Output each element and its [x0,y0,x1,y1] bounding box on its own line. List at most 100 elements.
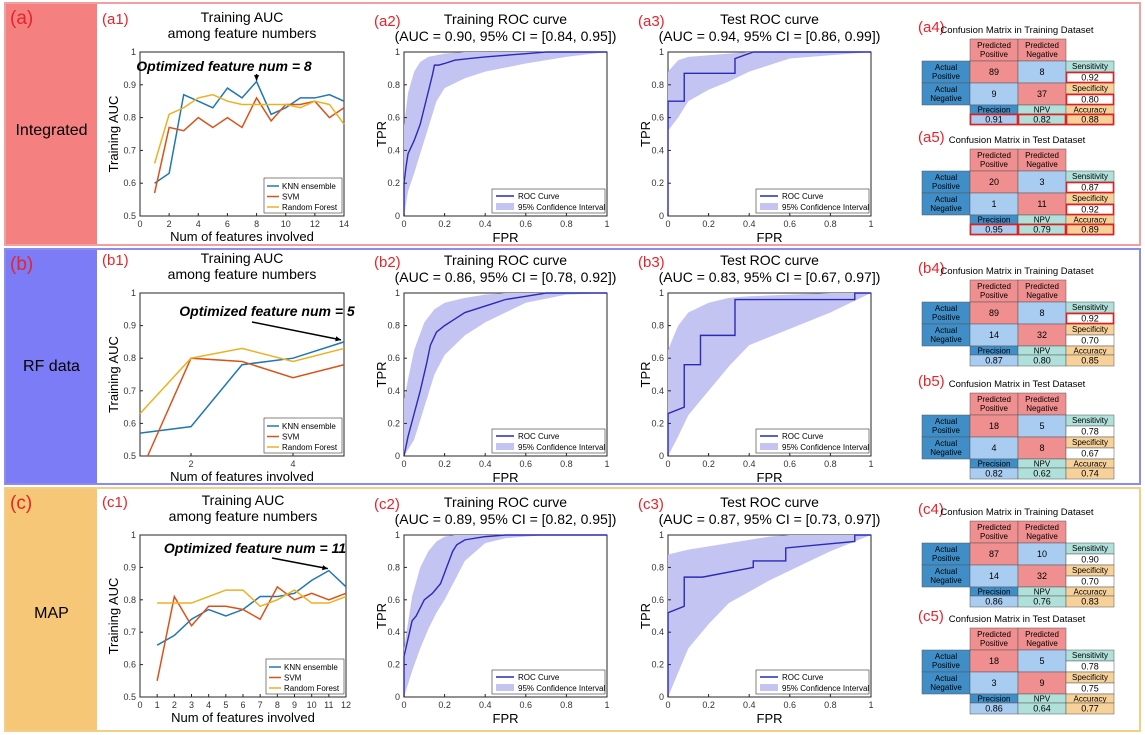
series-line-knn-ensemble [139,341,345,434]
y-tick-label: 0.5 [123,692,136,702]
false-negative-value: 10 [1037,549,1047,559]
y-tick-label: 1 [131,47,136,57]
roc-chart-c2: (c2) Training ROC curve(AUC = 0.89, 95% C… [374,494,616,726]
x-tick-label: 1 [604,219,609,229]
legend-label: KNN ensemble [282,182,336,191]
legend-swatch [496,443,514,450]
row-label: Actual [935,417,957,426]
y-tick-label: 0.4 [651,145,664,155]
y-axis-label: TPR [638,121,653,147]
true-positive-value: 89 [989,67,999,77]
y-tick-label: 0.8 [123,113,136,123]
row-side-c: (c) MAP [6,489,97,730]
row-name: Integrated [15,122,88,139]
header-label: Predicted [1025,41,1059,50]
y-tick-label: 0.2 [387,178,400,188]
row-label: Negative [930,576,962,585]
accuracy-value: 0.88 [1081,115,1099,125]
sensitivity-label: Sensitivity [1072,544,1108,553]
row-integrated: (a) Integrated (a1) Training AUC among fea… [4,2,1141,246]
legend-label: ROC Curve [782,673,824,682]
y-tick-label: 0 [395,692,400,702]
y-tick-label: 0.8 [651,321,664,331]
x-tick-label: 0.6 [784,459,797,469]
y-tick-label: 0.6 [123,660,136,670]
true-negative-value: 11 [1037,199,1046,209]
legend-label: 95% Confidence Interval [782,443,869,452]
precision-value: 0.86 [985,704,1003,714]
highlight-box [1065,113,1115,126]
chart-subtitle: (AUC = 0.89, 95% CI = [0.82, 0.95]) [395,511,617,527]
y-tick-label: 0.6 [387,353,400,363]
x-tick-label: 0.4 [479,700,492,710]
sensitivity-value: 0.78 [1081,662,1099,672]
sensitivity-value: 0.87 [1081,183,1099,193]
matrix-title: Confusion Matrix in Test Dataset [949,135,1086,146]
precision-label: Precision [978,460,1011,469]
y-tick-label: 0.4 [387,627,400,637]
x-tick-label: 0.6 [784,700,797,710]
y-axis-label: TPR [374,362,389,388]
npv-value: 0.82 [1033,115,1051,125]
y-tick-label: 0 [659,451,664,461]
panel-tag: (a5) [918,129,945,146]
row-label: Actual [935,304,957,313]
x-tick-label: 0.8 [824,700,837,710]
x-tick-label: 10 [307,700,317,710]
x-tick-label: 0.8 [560,700,573,710]
y-tick-label: 0.8 [123,595,136,605]
row-label: Negative [930,683,962,692]
x-tick-label: 0.2 [438,219,451,229]
series-line-svm [156,585,347,681]
row-side-a: (a) Integrated [6,4,97,244]
x-tick-label: 1 [155,700,160,710]
matrix-title: Confusion Matrix in Test Dataset [949,614,1086,625]
legend-label: ROC Curve [518,673,560,682]
header-label: Negative [1026,404,1058,413]
y-tick-label: 0.6 [651,113,664,123]
roc-curve-line [667,51,871,216]
x-tick-label: 0.2 [438,700,451,710]
y-tick-label: 0.8 [387,321,400,331]
x-tick-label: 0.2 [702,219,715,229]
true-positive-value: 18 [989,421,999,431]
panel-tag: (a1) [102,11,129,28]
header-label: Predicted [1025,282,1059,291]
npv-value: 0.76 [1033,597,1051,607]
specificity-value: 0.80 [1081,95,1099,105]
row-map: (c) MAP (c1) Training AUC among feature nu… [4,487,1141,732]
y-tick-label: 0.8 [651,80,664,90]
chart-title: Training ROC curve [444,11,567,27]
legend-swatch [760,684,778,691]
row-side-b: (b) RF data [6,250,97,483]
npv-label: NPV [1034,695,1051,704]
y-tick-label: 0.6 [123,178,136,188]
header-label: Positive [980,50,1009,59]
npv-label: NPV [1034,106,1051,115]
specificity-value: 0.75 [1081,684,1099,694]
precision-value: 0.87 [985,356,1003,366]
x-tick-label: 1 [868,219,873,229]
specificity-label: Specificity [1072,194,1108,203]
x-tick-label: 14 [339,219,349,229]
highlight-box [1065,71,1115,84]
annotation-arrowhead [335,336,341,342]
row-rf-data: (b) RF data (b1) Training AUC among featur… [4,248,1141,485]
x-tick-label: 4 [196,219,201,229]
y-tick-label: 0.6 [387,595,400,605]
matrix-title: Confusion Matrix in Training Dataset [940,507,1093,518]
y-tick-label: 0.2 [387,418,400,428]
accuracy-label: Accuracy [1074,695,1107,704]
precision-label: Precision [978,216,1011,225]
y-axis-label: Training AUC [106,96,121,173]
roc-curve-line [403,534,607,697]
x-tick-label: 0.2 [702,700,715,710]
y-axis-label: Training AUC [106,578,121,655]
legend-label: ROC Curve [518,192,560,201]
highlight-box [1065,203,1115,216]
row-tag: (c) [10,493,33,514]
x-tick-label: 0.6 [520,459,533,469]
row-label: Actual [935,326,957,335]
y-tick-label: 0.4 [651,386,664,396]
